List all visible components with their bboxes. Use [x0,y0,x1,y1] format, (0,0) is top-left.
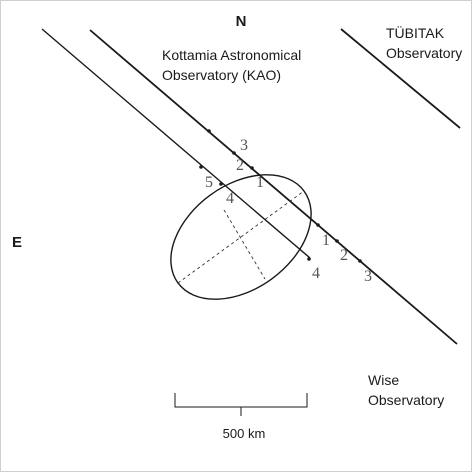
kao-track-label-1b: 1 [322,232,330,249]
ellipse-minor-axis [223,209,266,280]
kao-track-label-2: 2 [236,157,244,174]
kao-marker-3 [207,129,211,133]
kao-track-label-3b: 3 [364,268,372,285]
wise-label-line2: Observatory [368,392,444,408]
wise-chord-line [41,28,311,259]
kao-chord-line [89,29,458,345]
kao-marker-2b [335,239,339,243]
east-label: E [12,234,22,251]
wise-track-label-5: 5 [205,174,213,191]
scale-bar-bracket [174,393,308,408]
kao-marker-3b [358,259,362,263]
tubitak-label-line1: TÜBITAK [386,24,445,41]
kao-track-label-2b: 2 [340,247,348,264]
kao-marker-1 [250,166,254,170]
wise-label-line1: Wise [368,372,399,388]
wise-track-label-4: 4 [226,190,234,207]
wise-track-label-4b: 4 [312,265,320,282]
kao-label-line2: Observatory (KAO) [162,67,281,83]
north-label: N [236,13,247,30]
tubitak-chord-line [340,28,461,129]
kao-label-line1: Kottamia Astronomical [162,47,301,63]
scale-bar: 500 km [174,393,308,441]
kao-track-label-3: 3 [240,137,248,154]
wise-marker-4b [307,257,311,261]
wise-marker-5 [199,165,203,169]
kao-track-markers [207,129,362,263]
ellipse-major-axis [177,190,305,284]
kao-marker-1b [316,223,320,227]
scale-bar-label: 500 km [223,426,266,441]
tubitak-label-line2: Observatory [386,45,462,61]
wise-marker-4 [219,182,223,186]
wise-track-markers [199,165,311,261]
asteroid-profile [170,174,312,300]
kao-track-label-1: 1 [256,174,264,191]
kao-marker-2 [232,151,236,155]
